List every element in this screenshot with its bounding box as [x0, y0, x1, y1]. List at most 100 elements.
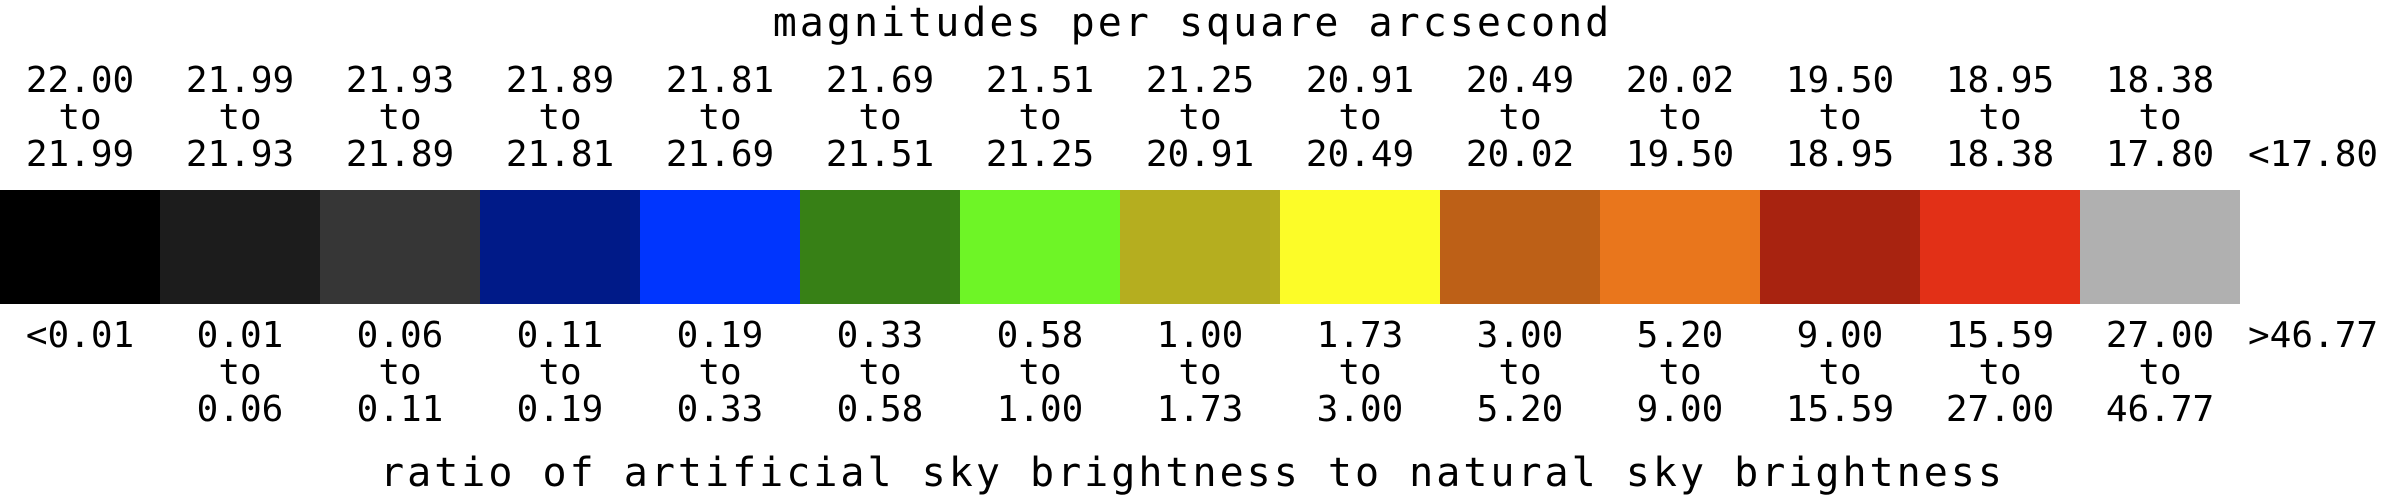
ratio-from: 15.59 — [1945, 315, 2055, 356]
range-connector: to — [1818, 97, 1862, 138]
magnitude-range-label: 18.95 to 18.38 — [1920, 62, 2080, 173]
magnitude-range-label: 20.91 to 20.49 — [1280, 62, 1440, 173]
ratio-range-label: <0.01 — [0, 317, 160, 354]
magnitude-from: 21.93 — [345, 60, 455, 101]
magnitude-to: 19.50 — [1625, 134, 1735, 175]
ratio-range-label: 0.06 to 0.11 — [320, 317, 480, 428]
range-connector: to — [1178, 97, 1222, 138]
ratio-scale-title: ratio of artificial sky brightness to na… — [380, 450, 2005, 496]
ratio-to: 15.59 — [1785, 389, 1895, 430]
range-connector: to — [1018, 97, 1062, 138]
magnitude-range-label: 21.51 to 21.25 — [960, 62, 1120, 173]
ratio-from: 5.20 — [1636, 315, 1724, 356]
magnitude-to: 20.49 — [1305, 134, 1415, 175]
magnitude-to: 21.99 — [25, 134, 135, 175]
ratio-to: 0.19 — [516, 389, 604, 430]
range-connector: to — [538, 352, 582, 393]
magnitude-from: 20.49 — [1465, 60, 1575, 101]
range-connector: to — [2138, 352, 2182, 393]
ratio-from: 0.33 — [836, 315, 924, 356]
ratio-range-label: 0.19 to 0.33 — [640, 317, 800, 428]
magnitude-range-label: 22.00 to 21.99 — [0, 62, 160, 173]
ratio-to: 9.00 — [1636, 389, 1724, 430]
range-connector: to — [1498, 352, 1542, 393]
range-connector: to — [1658, 352, 1702, 393]
magnitude-to: 21.25 — [985, 134, 1095, 175]
color-swatch — [1440, 190, 1600, 304]
magnitude-range-label: 20.02 to 19.50 — [1600, 62, 1760, 173]
range-connector: to — [1338, 97, 1382, 138]
color-swatch — [320, 190, 480, 304]
ratio-from: 1.00 — [1156, 315, 1244, 356]
magnitude-from: 20.02 — [1625, 60, 1735, 101]
magnitude-from: 21.69 — [825, 60, 935, 101]
color-swatch — [480, 190, 640, 304]
ratio-range-label: 3.00 to 5.20 — [1440, 317, 1600, 428]
range-connector: to — [698, 352, 742, 393]
ratio-range-label: 0.33 to 0.58 — [800, 317, 960, 428]
range-connector: to — [1818, 352, 1862, 393]
magnitude-from: 18.38 — [2105, 60, 2215, 101]
range-connector: to — [218, 352, 262, 393]
ratio-from: 1.73 — [1316, 315, 1404, 356]
ratio-range-label: 1.73 to 3.00 — [1280, 317, 1440, 428]
magnitude-range-label: 21.25 to 20.91 — [1120, 62, 1280, 173]
range-connector: to — [538, 97, 582, 138]
range-connector: to — [378, 352, 422, 393]
magnitude-range-label: 20.49 to 20.02 — [1440, 62, 1600, 173]
ratio-to: 46.77 — [2105, 389, 2215, 430]
magnitude-range-label: 21.81 to 21.69 — [640, 62, 800, 173]
color-swatch — [160, 190, 320, 304]
magnitude-range-label: 18.38 to 17.80 — [2080, 62, 2240, 173]
last-magnitude-label: <17.80 — [2248, 134, 2379, 175]
ratio-to: 1.00 — [996, 389, 1084, 430]
ratio-range-label: 1.00 to 1.73 — [1120, 317, 1280, 428]
magnitude-to: 21.89 — [345, 134, 455, 175]
ratio-to: 0.06 — [196, 389, 284, 430]
ratio-range-label: 0.01 to 0.06 — [160, 317, 320, 428]
ratio-to: 3.00 — [1316, 389, 1404, 430]
ratio-from: 0.01 — [196, 315, 284, 356]
ratio-to: 0.11 — [356, 389, 444, 430]
magnitude-from: 21.89 — [505, 60, 615, 101]
range-connector: to — [1978, 97, 2022, 138]
magnitude-from: 21.51 — [985, 60, 1095, 101]
ratio-to: 0.33 — [676, 389, 764, 430]
ratio-range-label: 0.58 to 1.00 — [960, 317, 1120, 428]
color-swatch — [1760, 190, 1920, 304]
range-connector: to — [858, 352, 902, 393]
magnitude-to: 17.80 — [2105, 134, 2215, 175]
magnitude-range-label: 21.69 to 21.51 — [800, 62, 960, 173]
color-swatch — [960, 190, 1120, 304]
range-connector: to — [698, 97, 742, 138]
ratio-from: 0.19 — [676, 315, 764, 356]
range-connector: to — [858, 97, 902, 138]
range-connector: to — [378, 97, 422, 138]
ratio-from: 9.00 — [1796, 315, 1884, 356]
ratio-range-label: 9.00 to 15.59 — [1760, 317, 1920, 428]
magnitude-to: 20.02 — [1465, 134, 1575, 175]
magnitude-to: 21.51 — [825, 134, 935, 175]
color-swatch — [0, 190, 160, 304]
color-swatch — [800, 190, 960, 304]
ratio-from: 3.00 — [1476, 315, 1564, 356]
ratio-range-label: 27.00 to 46.77 — [2080, 317, 2240, 428]
magnitude-from: 20.91 — [1305, 60, 1415, 101]
magnitude-range-label: 19.50 to 18.95 — [1760, 62, 1920, 173]
range-connector: to — [1338, 352, 1382, 393]
magnitude-to: 21.69 — [665, 134, 775, 175]
magnitude-from: 21.99 — [185, 60, 295, 101]
magnitude-scale-title: magnitudes per square arcsecond — [772, 0, 1613, 46]
color-swatch — [2080, 190, 2240, 304]
magnitude-from: 19.50 — [1785, 60, 1895, 101]
magnitude-range-label: 21.93 to 21.89 — [320, 62, 480, 173]
ratio-to: 1.73 — [1156, 389, 1244, 430]
range-connector: to — [218, 97, 262, 138]
range-connector: to — [2138, 97, 2182, 138]
ratio-to: 27.00 — [1945, 389, 2055, 430]
magnitude-to: 18.38 — [1945, 134, 2055, 175]
range-connector: to — [1178, 352, 1222, 393]
range-connector: to — [58, 97, 102, 138]
ratio-from: 27.00 — [2105, 315, 2215, 356]
